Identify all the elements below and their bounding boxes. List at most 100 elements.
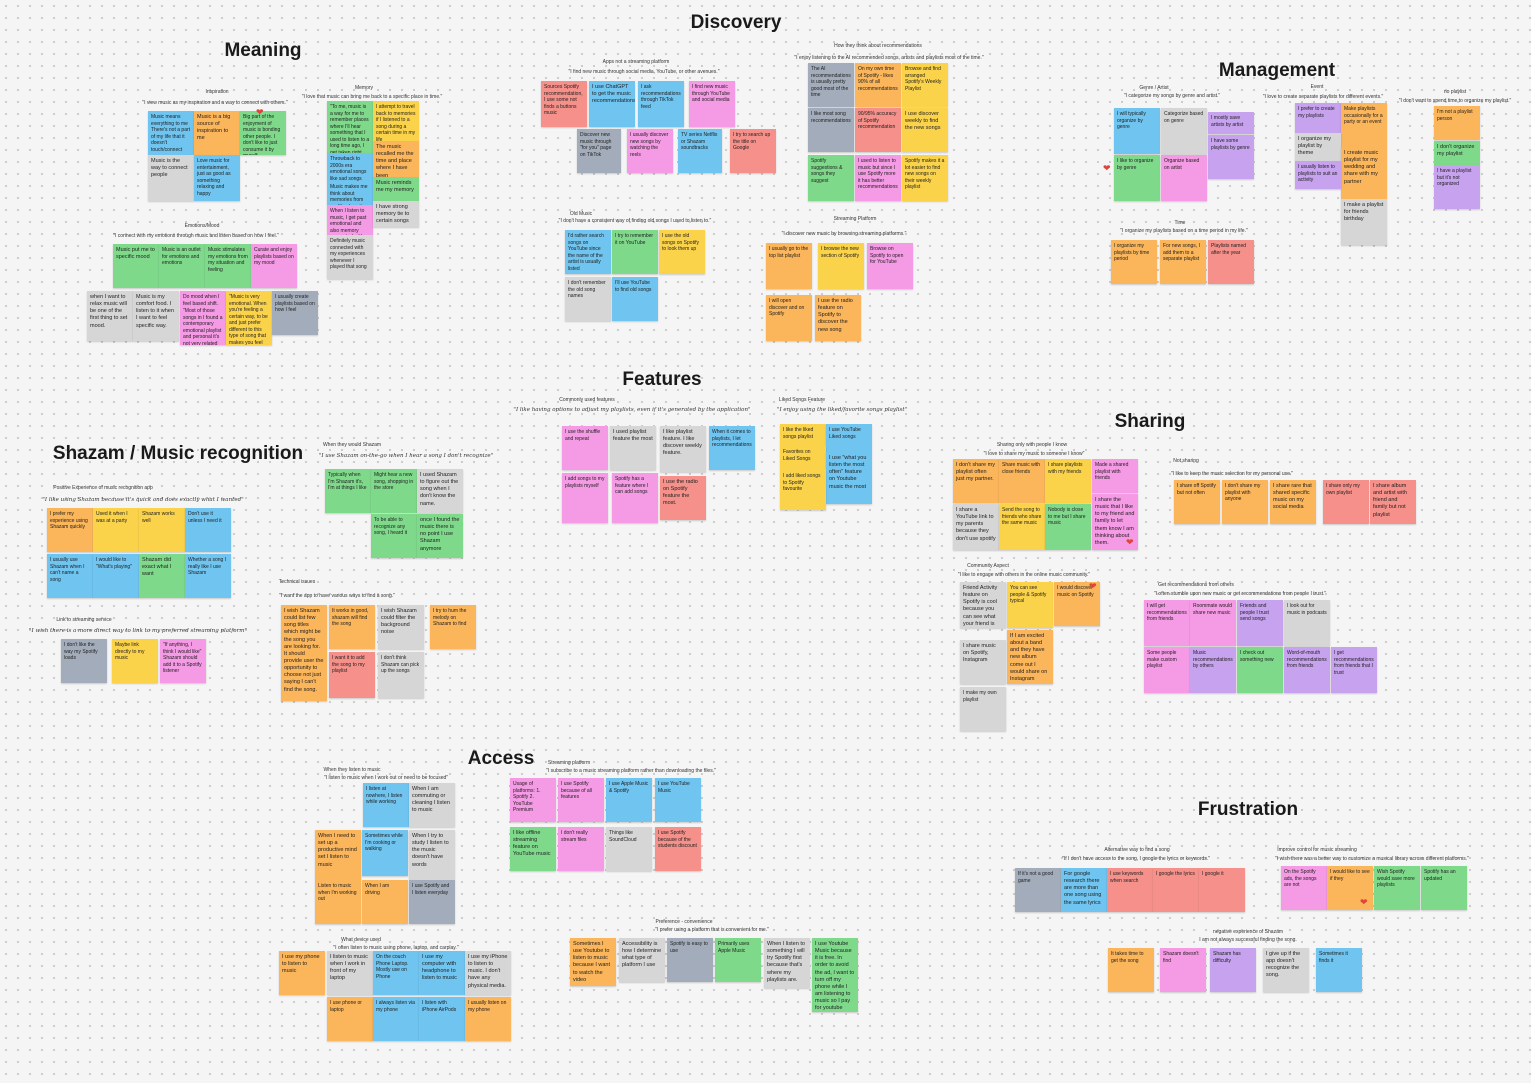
cluster-label: Get recommendations from others — [1158, 582, 1234, 588]
cluster-quote: "I want the app to have various ways to … — [279, 593, 395, 599]
sticky-note: Music recommendations by others — [1190, 647, 1236, 693]
sticky-note: I use Spotify because of the students di… — [655, 827, 701, 871]
sticky-note: Spotify has a feature where I can add so… — [612, 473, 658, 523]
sticky-note: Shazam has difficulty — [1210, 948, 1256, 992]
sticky-note: If it's not a good game — [1015, 868, 1061, 912]
sticky-note: I add liked songs to Spotify favourite — [780, 470, 826, 510]
cluster-quote: "I often stumble upon new music or get r… — [1153, 591, 1327, 597]
cluster-quote: "I often listen to music using phone, la… — [333, 945, 459, 951]
sticky-note: Send the song to friends who share the s… — [999, 504, 1045, 550]
cluster-quote: "I prefer using a platform that is conve… — [655, 927, 769, 933]
sticky-note: On my own time of Spotify - likes 90% of… — [855, 63, 901, 107]
sticky-note: On the couch Phone Laptop. Mostly use on… — [373, 951, 419, 995]
sticky-note: I check out something new — [1237, 647, 1283, 693]
sticky-note: If I am excited about a band and they ha… — [1007, 630, 1053, 684]
cluster-label: Community Aspect — [967, 563, 1009, 569]
sticky-note: I use phone or laptop — [327, 997, 373, 1041]
sticky-note: I have strong memory tie to certain song… — [373, 201, 419, 227]
sticky-note: Discover new music through "for you" pag… — [577, 129, 621, 173]
sticky-note: Music stimulates my emotions from my sit… — [205, 244, 251, 288]
sticky-note: Nobody is close to me but I share music — [1045, 504, 1091, 550]
sticky-note: Organize based on artist — [1161, 155, 1207, 201]
sticky-note: I would like to see if they — [1327, 866, 1373, 910]
sticky-note: I share rare that shared specific music … — [1270, 480, 1316, 524]
cluster-quote: "I find new music through social media, … — [568, 69, 720, 75]
sticky-note: I use Youtube Music because it is free. … — [812, 938, 858, 1012]
section-title-features: Features — [622, 369, 702, 390]
sticky-note: I find new music through YouTube and soc… — [689, 81, 735, 127]
sticky-note: I use the shuffle and repeat — [562, 426, 608, 470]
cluster-quote: "I view music as my inspiration and a wa… — [142, 100, 288, 106]
sticky-note: I would like to "What's playing" — [93, 554, 139, 598]
sticky-note: On the Spotify ads, the songs are not — [1281, 866, 1327, 910]
sticky-note: Sometimes I use Youtube to listen to mus… — [570, 938, 616, 986]
sticky-note: I use "what you listen the most often" f… — [826, 452, 872, 504]
sticky-note: When I am commuting or cleaning I listen… — [409, 783, 455, 827]
cluster-label: Old Music — [569, 211, 593, 217]
sticky-note: Browse on Spotify to open for YouTube — [867, 243, 913, 289]
sticky-note: Spotify is easy to use — [667, 938, 713, 982]
sticky-note: Wish Spotify would save more playlists — [1374, 866, 1420, 910]
sticky-note: I prefer my experience using Shazam quic… — [47, 508, 93, 552]
sticky-note: It takes time to get the song — [1108, 948, 1154, 992]
sticky-note: Music makes me think about memories from… — [327, 181, 373, 205]
sticky-note: I wish Shazam could filter the backgroun… — [378, 605, 424, 649]
sticky-note: Spotify has an updated — [1421, 866, 1467, 910]
sticky-note: I organize my playlists by time period — [1111, 240, 1157, 284]
sticky-note: Love music for entertainment, just as go… — [194, 155, 240, 201]
sticky-note: Made a shared playlist with friends — [1092, 459, 1138, 493]
sticky-note: Curate and enjoy playlists based on my m… — [251, 244, 297, 288]
cluster-label: Streaming platform — [547, 760, 591, 766]
section-title-frustration: Frustration — [1197, 799, 1299, 820]
sticky-note: Might hear a new song, shopping in the s… — [371, 469, 417, 513]
cluster-quote: "I like to engage with others in the onl… — [957, 572, 1091, 578]
section-title-management: Management — [1218, 60, 1336, 81]
sticky-note: Sources Spotify recommendation, I use so… — [541, 81, 587, 127]
sticky-note: I usually discover new songs by watching… — [627, 129, 673, 173]
sticky-note: When I need to set up a productive mind … — [315, 830, 361, 880]
sticky-note: Definitely music connected with my exper… — [327, 235, 373, 279]
sticky-note: Roommate would share new music — [1190, 600, 1236, 646]
sticky-note: I have a playlist but it's not organized — [1434, 165, 1480, 209]
sticky-note: Accessibility is how I determine what ty… — [619, 938, 665, 982]
cluster-label: negative experience of Shazam — [1212, 929, 1284, 935]
sticky-note: "If anything, I think I would like" Shaz… — [160, 639, 206, 683]
cluster-label: Not sharing — [1173, 458, 1199, 464]
cluster-label: Apps not a streaming platform — [602, 59, 670, 65]
sticky-note: Listen to music when I'm working out — [315, 880, 361, 924]
sticky-note: I'd rather search songs on YouTube since… — [565, 230, 611, 274]
cluster-label: Technical issues — [278, 579, 316, 585]
sticky-note: I use YouTube Music — [655, 778, 701, 822]
sticky-note: I don't share my playlist with anyone — [1222, 480, 1268, 524]
sticky-note: Shazam doesn't find — [1160, 948, 1206, 992]
sticky-note: I share only my own playlist — [1323, 480, 1369, 524]
cluster-quote: "I love that music can bring me back to … — [301, 94, 443, 100]
sticky-note: Big part of the enjoyment of music is bo… — [240, 111, 286, 155]
sticky-note: when I want to relax music will be one o… — [87, 291, 133, 341]
heart-icon: ❤ — [1126, 537, 1134, 547]
cluster-label: Improve control for music streaming — [1277, 847, 1357, 853]
sticky-note: Music is my comfort food. I listen to it… — [133, 291, 179, 341]
sticky-note: I don't remember the old song names — [565, 277, 611, 321]
sticky-note: Spotify makes it a lot easier to find ne… — [902, 155, 948, 201]
sticky-note: "Music is very emotional. When you're fe… — [226, 291, 272, 345]
section-title-sharing: Sharing — [1114, 411, 1186, 432]
sticky-note: Music is an outlet for emotions and emot… — [159, 244, 205, 288]
cluster-label: When they would Shazam — [322, 442, 382, 448]
sticky-note: I don't like the way my Spotify loads — [61, 639, 107, 683]
sticky-note: When I listen to music, I get past emoti… — [327, 205, 373, 235]
sticky-note: I attempt to travel back to memories if … — [373, 101, 419, 141]
sticky-note: It works in good, shazam will find the s… — [329, 605, 375, 649]
section-title-meaning: Meaning — [224, 40, 302, 61]
sticky-note: I listen to music when I work in front o… — [327, 951, 373, 995]
sticky-note: Throwback to 2000s era emotional songs l… — [327, 153, 373, 181]
sticky-note: "Most of those songs in I found a contem… — [180, 305, 226, 345]
sticky-note: I try to remember it on YouTube — [612, 230, 658, 274]
sticky-note: I wish Shazam could list few song titles… — [281, 605, 327, 701]
cluster-quote: "I discover new music by browsing stream… — [781, 231, 907, 237]
sticky-note: I share playlists with my friends — [1045, 459, 1091, 503]
cluster-quote: "I use Shazam on-the-go when I hear a so… — [318, 453, 494, 459]
sticky-note: I browse the new section of Spotify — [818, 243, 864, 289]
sticky-note: For google research there are more than … — [1061, 868, 1107, 912]
sticky-note: I would discover music on Spotify — [1054, 582, 1100, 626]
